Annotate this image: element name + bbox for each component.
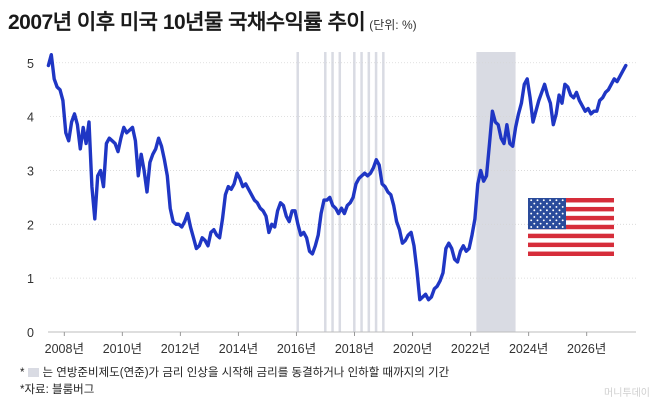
x-tick-2024: 2024년: [509, 342, 548, 356]
shaded-period-2: [331, 52, 334, 332]
chart-title: 2007년 이후 미국 10년물 국채수익률 추이: [8, 11, 366, 34]
y-tick-4: 4: [27, 111, 34, 125]
x-tick-2008: 2008년: [45, 342, 84, 356]
footnote-star: *: [20, 367, 25, 379]
y-tick-1: 1: [27, 272, 34, 286]
x-tick-2018: 2018년: [335, 342, 374, 356]
us-flag-icon: [528, 198, 614, 256]
shaded-period-3: [338, 52, 342, 332]
y-tick-2: 2: [27, 218, 34, 232]
x-tick-2026: 2026년: [567, 342, 606, 356]
footnote-source: *자료: 블룸버그: [20, 384, 95, 396]
y-tick-3: 3: [27, 164, 34, 178]
x-tick-2020: 2020년: [393, 342, 432, 356]
shaded-period-9: [476, 52, 516, 332]
y-axis: 0 1 2 3 4 5: [27, 57, 34, 340]
fed-hike-periods: [296, 52, 516, 332]
x-tick-2010: 2010년: [103, 342, 142, 356]
x-axis: 2008년 2010년 2012년 2014년 2016년 2018년 2020년 2022년…: [45, 332, 606, 356]
x-tick-2012: 2012년: [161, 342, 200, 356]
shaded-period-6: [367, 52, 371, 332]
series-layer: [46, 53, 628, 302]
x-tick-2022: 2022년: [451, 342, 490, 356]
series-line-0: [46, 53, 628, 302]
chart-title-block: 2007년 이후 미국 10년물 국채수익률 추이 (단위: %): [8, 6, 417, 36]
shaded-period-0: [296, 52, 299, 332]
y-tick-0: 0: [27, 326, 34, 340]
shaded-period-1: [324, 52, 327, 332]
shaded-period-8: [382, 52, 385, 332]
x-tick-2016: 2016년: [277, 342, 316, 356]
y-tick-5: 5: [27, 57, 34, 71]
shaded-period-7: [374, 52, 378, 332]
watermark: 머니투데이: [604, 388, 650, 399]
footnote-shade-explanation: * 는 연방준비제도(연준)가 금리 인상을 시작해 금리를 동결하거나 인하할 …: [20, 364, 449, 380]
shade-legend-swatch: [28, 368, 40, 377]
shaded-period-5: [360, 52, 363, 332]
unit-label: (단위: %): [369, 18, 417, 32]
footnote-shade-text: 는 연방준비제도(연준)가 금리 인상을 시작해 금리를 동결하거나 인하할 때…: [42, 367, 450, 379]
x-tick-2014: 2014년: [219, 342, 258, 356]
gridlines: [48, 62, 636, 333]
